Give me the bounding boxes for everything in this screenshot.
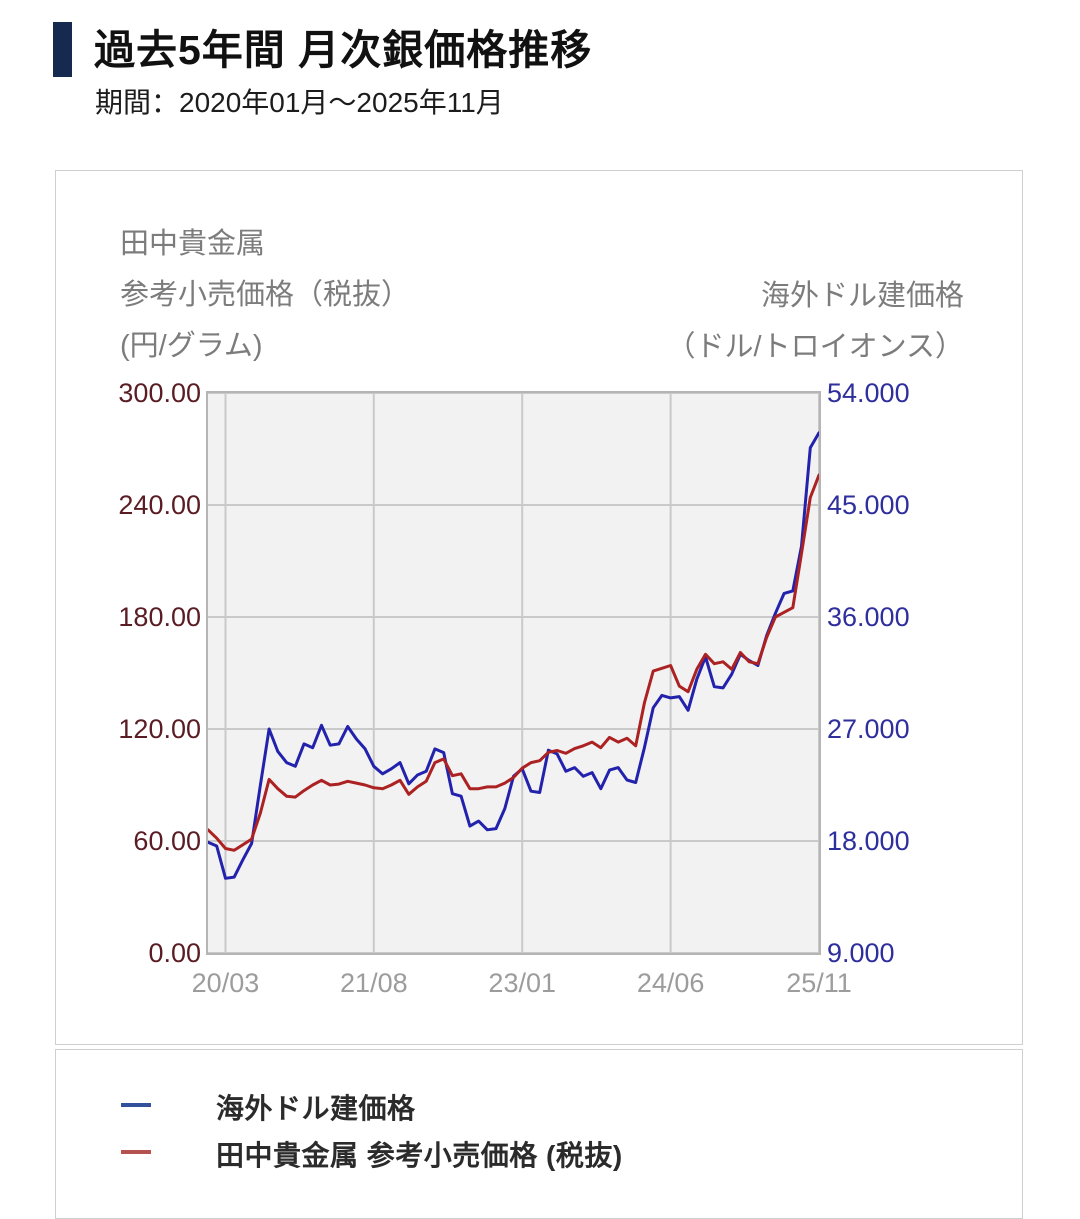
legend-line-swatch	[121, 1150, 151, 1154]
left-axis-tick-label: 300.00	[118, 378, 201, 408]
legend-card: 海外ドル建価格田中貴金属 参考小売価格 (税抜)	[55, 1049, 1023, 1219]
left-axis-title-line3: (円/グラム)	[120, 330, 263, 362]
x-axis-tick-label: 20/03	[191, 968, 260, 998]
plot-area	[206, 391, 821, 955]
right-axis-tick-label: 18.000	[827, 826, 910, 856]
right-axis-tick-label: 54.000	[827, 378, 910, 408]
x-axis-tick-label: 24/06	[636, 968, 705, 998]
left-axis-title-line1: 田中貴金属	[120, 228, 266, 260]
legend-label: 田中貴金属 参考小売価格 (税抜)	[216, 1140, 623, 1171]
right-axis-tick-label: 36.000	[827, 602, 910, 632]
legend-line-swatch	[121, 1103, 151, 1107]
left-axis-tick-label: 0.00	[148, 938, 201, 968]
right-axis-title: 海外ドル建価格 （ドル/トロイオンス）	[667, 271, 964, 373]
left-axis-title-line2: 参考小売価格（税抜）	[120, 279, 411, 311]
x-axis-tick-label: 23/01	[488, 968, 556, 998]
left-axis-title: 田中貴金属 参考小売価格（税抜） (円/グラム)	[120, 219, 410, 372]
x-axis-tick-label: 25/11	[786, 968, 852, 998]
right-axis-tick-label: 27.000	[827, 714, 910, 744]
page-title: 過去5年間 月次銀価格推移	[94, 27, 593, 73]
legend-item: 海外ドル建価格	[56, 1093, 1022, 1143]
chart-card: 田中貴金属 参考小売価格（税抜） (円/グラム) 海外ドル建価格 （ドル/トロイ…	[55, 170, 1023, 1045]
left-axis-tick-label: 240.00	[118, 490, 201, 520]
legend-label: 海外ドル建価格	[216, 1093, 416, 1124]
right-axis-tick-label: 9.000	[827, 938, 895, 968]
plot-svg	[208, 393, 819, 953]
right-axis-tick-label: 45.000	[827, 490, 910, 520]
right-axis-title-line2: （ドル/トロイオンス）	[666, 331, 964, 363]
right-axis-title-line1: 海外ドル建価格	[760, 280, 964, 312]
title-accent-bar	[53, 22, 72, 77]
legend-item: 田中貴金属 参考小売価格 (税抜)	[56, 1140, 1022, 1190]
x-axis-tick-label: 21/08	[340, 968, 408, 998]
left-axis-tick-label: 180.00	[118, 602, 201, 632]
period-subtitle: 期間：2020年01月～2025年11月	[95, 87, 504, 118]
left-axis-tick-label: 120.00	[118, 714, 201, 744]
left-axis-tick-label: 60.00	[133, 826, 201, 856]
